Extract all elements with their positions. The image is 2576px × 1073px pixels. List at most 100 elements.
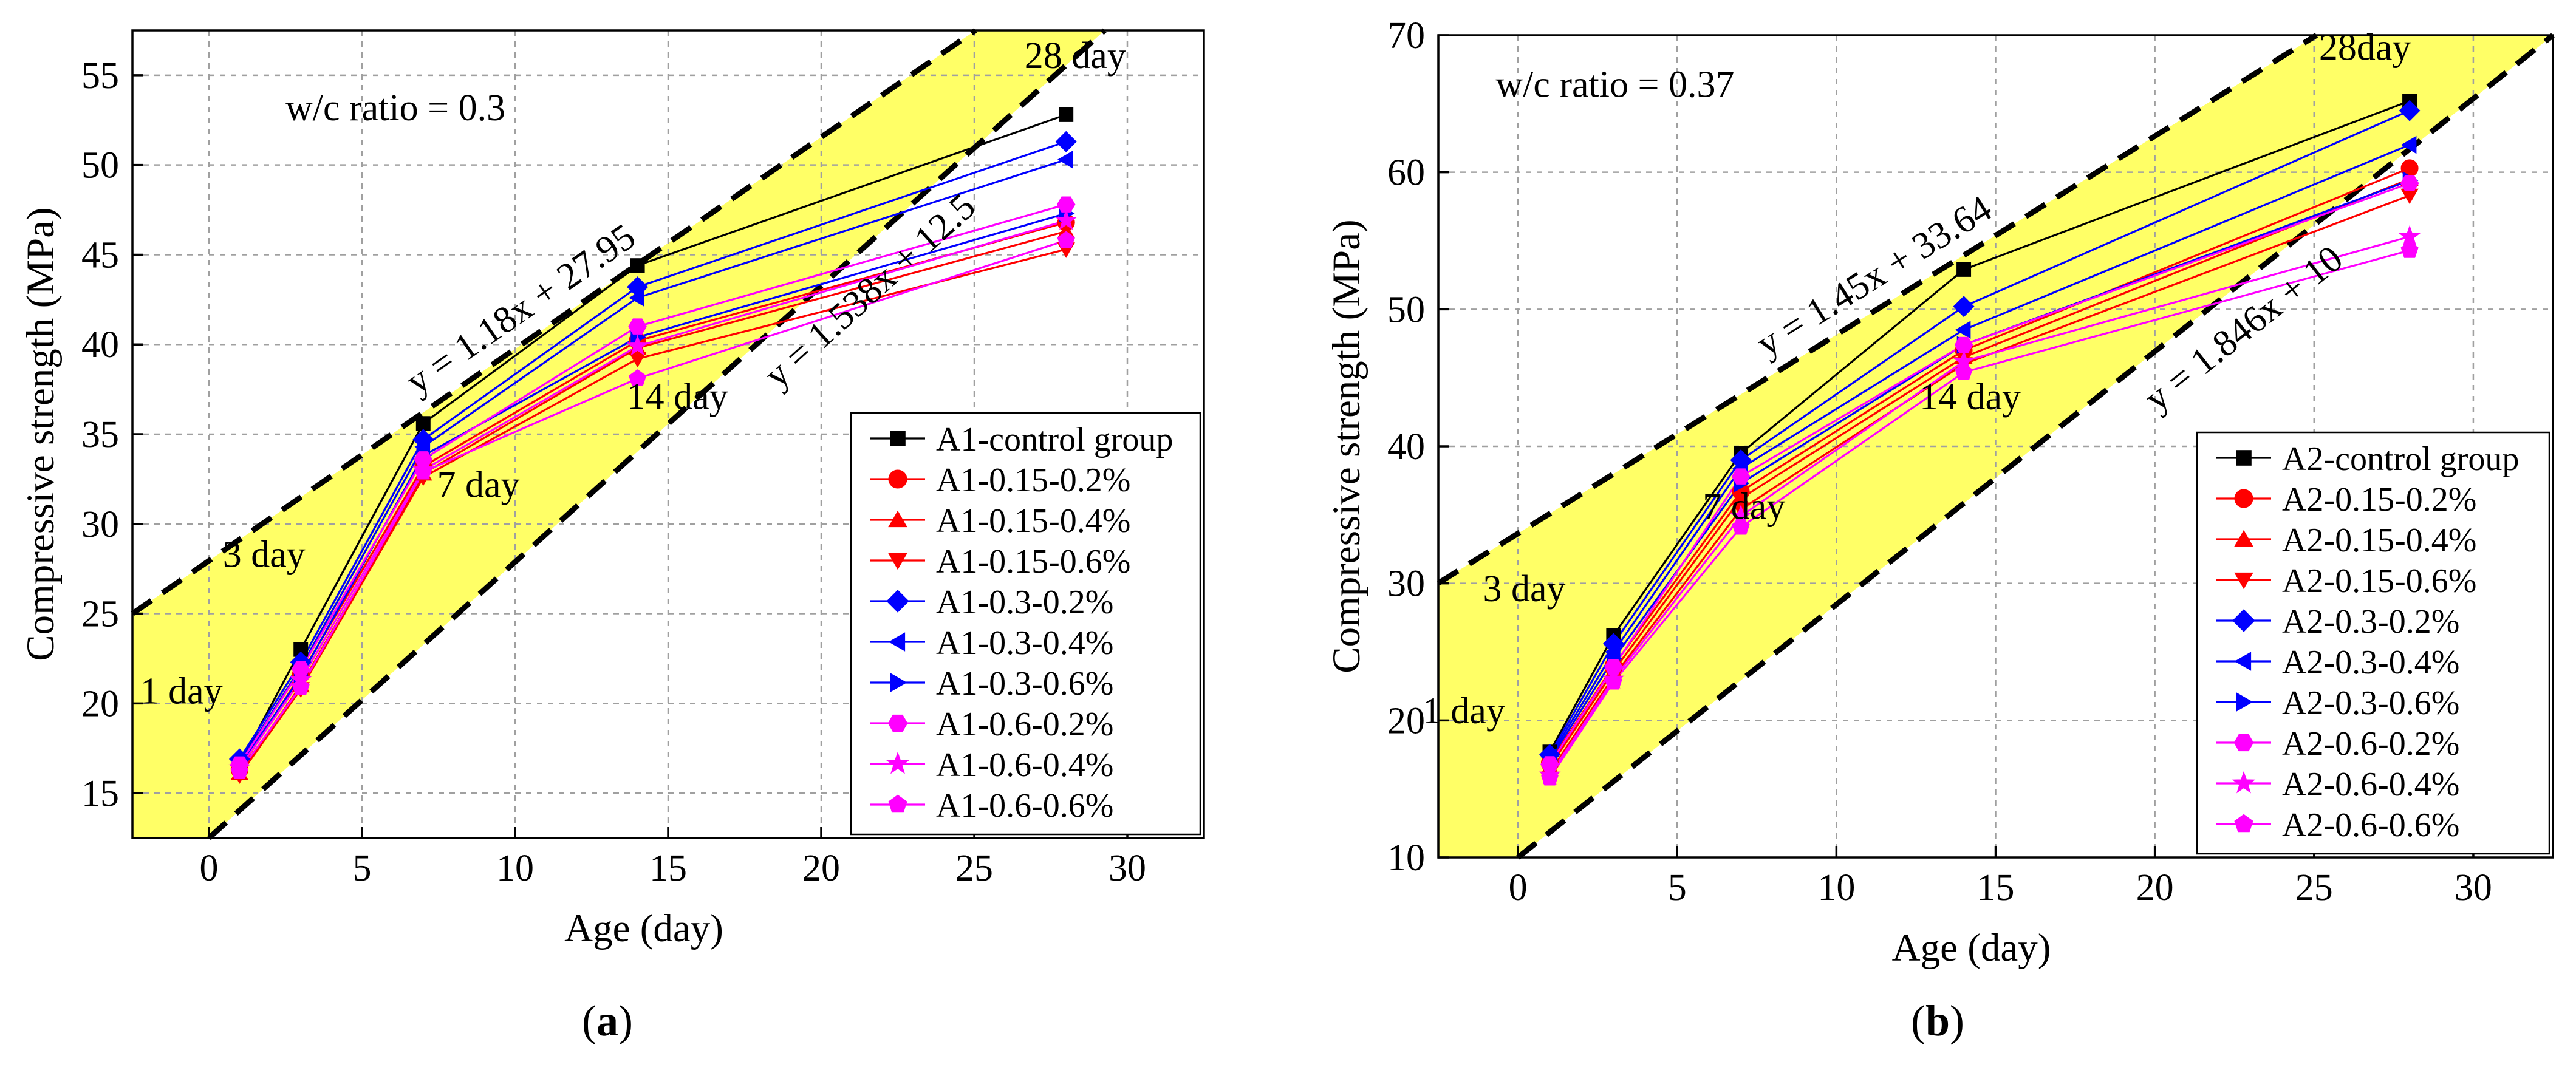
data-point — [1055, 209, 1078, 230]
y-tick-label: 35 — [81, 414, 119, 455]
x-tick-label: 5 — [353, 848, 372, 889]
y-tick-label: 20 — [1387, 700, 1425, 741]
data-point — [1055, 131, 1077, 152]
legend-label: A2-0.6-0.4% — [2282, 766, 2459, 803]
x-tick-label: 20 — [2136, 867, 2174, 908]
legend-marker — [886, 590, 909, 613]
legend-label: A1-control group — [936, 421, 1173, 458]
panel-caption: (a) — [582, 996, 633, 1045]
data-point — [1955, 363, 1973, 380]
legend-item-2: A1-0.15-0.4% — [870, 502, 1130, 540]
age-label: 14 day — [627, 376, 728, 418]
x-tick-label: 25 — [2295, 867, 2333, 908]
y-tick-label: 45 — [81, 234, 119, 276]
x-axis-label: Age (day) — [1892, 926, 2051, 970]
data-point — [630, 258, 645, 273]
legend-marker — [2234, 814, 2253, 833]
legend-item-5: A2-0.3-0.4% — [2216, 644, 2459, 681]
y-axis-label: Compressive strength (MPa) — [1325, 219, 1368, 673]
legend-marker — [2236, 450, 2252, 466]
age-label: 28day — [2319, 27, 2411, 69]
wc-ratio-label: w/c ratio = 0.37 — [1495, 64, 1734, 106]
grid — [132, 30, 1204, 838]
caption-open: ( — [582, 996, 596, 1045]
data-point — [1056, 196, 1076, 213]
legend: A2-control groupA2-0.15-0.2%A2-0.15-0.4%… — [2196, 431, 2550, 855]
data-point — [2400, 175, 2419, 191]
x-tick-label: 30 — [1109, 848, 1146, 889]
caption-open: ( — [1911, 996, 1925, 1045]
legend-label: A1-0.15-0.4% — [936, 502, 1130, 540]
legend-marker — [888, 632, 906, 652]
data-point — [1731, 468, 1751, 485]
legend-label: A2-0.6-0.2% — [2282, 725, 2459, 763]
data-point — [292, 678, 310, 695]
legend-item-8: A1-0.6-0.4% — [870, 746, 1113, 784]
legend-item-9: A1-0.6-0.6% — [870, 787, 1113, 825]
data-point — [2399, 100, 2421, 121]
data-point — [1956, 262, 1972, 277]
legend-label: A1-0.3-0.4% — [936, 624, 1113, 662]
legend-item-1: A1-0.15-0.2% — [870, 462, 1130, 499]
data-point — [1540, 768, 1559, 786]
legend-marker — [888, 553, 907, 570]
data-point — [629, 288, 644, 307]
y-tick-label: 60 — [1387, 152, 1425, 194]
y-tick-label: 30 — [1387, 564, 1425, 605]
data-point — [1953, 296, 1975, 318]
legend-marker — [2236, 692, 2253, 712]
x-tick-label: 15 — [1977, 867, 2015, 908]
legend-marker — [886, 751, 910, 774]
legend-item-0: A2-control group — [2216, 440, 2519, 478]
x-tick-label: 0 — [200, 848, 219, 889]
caption-letter: b — [1925, 996, 1950, 1045]
age-label: 7 day — [437, 464, 520, 505]
legend-item-1: A2-0.15-0.2% — [2216, 481, 2476, 519]
legend-label: A2-control group — [2282, 440, 2519, 478]
legend-label: A1-0.3-0.6% — [936, 665, 1113, 703]
x-tick-label: 15 — [649, 848, 687, 889]
data-point — [1059, 107, 1074, 122]
data-point — [1954, 336, 1973, 353]
data-point — [1604, 659, 1623, 675]
upper-bound-line — [131, 28, 977, 616]
panel-caption: (b) — [1911, 996, 1964, 1045]
legend-marker — [2232, 609, 2255, 632]
age-label: 7 day — [1703, 486, 1785, 528]
x-tick-label: 5 — [1668, 867, 1687, 908]
legend-item-2: A2-0.15-0.4% — [2216, 522, 2476, 559]
legend-item-6: A1-0.3-0.6% — [870, 665, 1113, 703]
strength-band — [1438, 35, 2553, 857]
legend-item-7: A1-0.6-0.2% — [870, 706, 1113, 743]
upper-bound-line — [1437, 33, 2318, 586]
legend-marker — [2233, 734, 2254, 752]
age-label: 3 day — [1483, 568, 1566, 610]
legend-item-3: A2-0.15-0.6% — [2216, 562, 2476, 600]
y-tick-label: 15 — [81, 773, 119, 814]
x-tick-label: 25 — [955, 848, 993, 889]
legend-label: A2-0.3-0.4% — [2282, 644, 2459, 681]
x-axis-label: Age (day) — [564, 907, 723, 950]
age-label: 14 day — [1919, 376, 2021, 418]
data-point — [626, 335, 649, 356]
legend-item-5: A1-0.3-0.4% — [870, 624, 1113, 662]
legend-marker — [890, 673, 907, 692]
data-point — [2400, 240, 2419, 258]
legend-item-4: A2-0.3-0.2% — [2216, 603, 2459, 641]
y-axis-label: Compressive strength (MPa) — [19, 207, 63, 661]
legend-marker — [887, 714, 908, 732]
legend-label: A1-0.15-0.2% — [936, 462, 1130, 499]
legend-label: A1-0.6-0.2% — [936, 706, 1113, 743]
data-point — [1057, 231, 1075, 248]
legend-label: A1-0.3-0.2% — [936, 584, 1113, 621]
legend-item-8: A2-0.6-0.4% — [2216, 766, 2459, 803]
data-point — [1955, 321, 1971, 339]
data-point — [2398, 225, 2421, 247]
legend-label: A2-0.3-0.2% — [2282, 603, 2459, 641]
wc-ratio-label: w/c ratio = 0.3 — [285, 87, 505, 129]
legend-label: A1-0.6-0.4% — [936, 746, 1113, 784]
y-tick-label: 50 — [1387, 289, 1425, 330]
legend-item-6: A2-0.3-0.6% — [2216, 684, 2459, 722]
legend-marker — [890, 431, 906, 446]
data-point — [1732, 517, 1750, 535]
